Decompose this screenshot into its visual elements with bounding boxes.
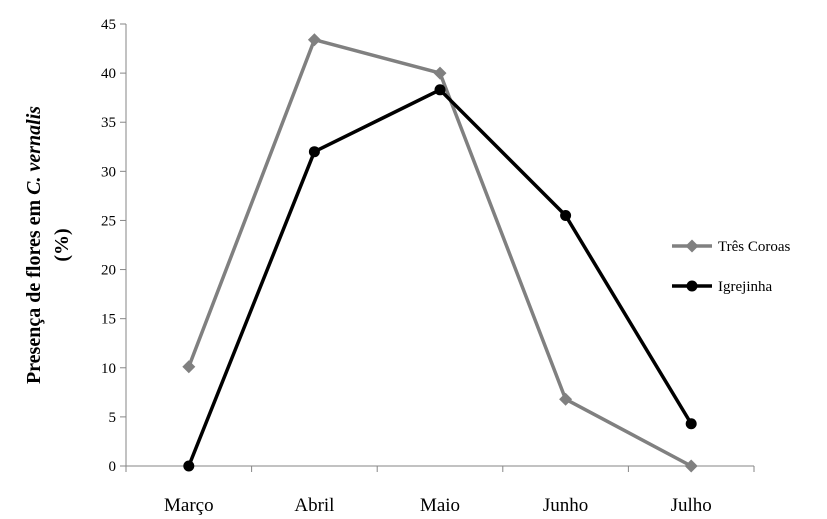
data-point [434, 84, 446, 96]
x-tick-label: Março [164, 495, 214, 516]
y-tick-label: 35 [101, 115, 116, 131]
legend-item: Três Coroas [672, 239, 791, 255]
data-point [308, 146, 320, 158]
y-axis-label: Presença de flores em C. vernalis [23, 106, 45, 384]
axes: 0 5 10 15 20 25 30 35 40 45 Março Abril Maio Junho Jul… [101, 17, 755, 516]
y-tick-label: 40 [101, 66, 116, 82]
y-axis-label-prefix: Presença de flores em [23, 195, 45, 384]
y-tick-label: 15 [101, 312, 116, 328]
legend-label: Igrejinha [718, 279, 772, 295]
data-point [685, 418, 697, 430]
data-point [433, 66, 447, 80]
data-point [684, 459, 698, 473]
y-tick-label: 20 [101, 263, 116, 279]
series-line [187, 88, 693, 467]
data-point [183, 460, 195, 472]
series-line [187, 37, 693, 468]
legend-swatch-marker [685, 239, 699, 253]
y-tick-label: 10 [101, 361, 116, 377]
x-tick-label: Abril [294, 495, 334, 516]
legend: Três Coroas Igrejinha [672, 239, 791, 295]
x-tick-label: Julho [671, 495, 712, 516]
y-axis-label-unit: (%) [51, 228, 73, 261]
legend-item: Igrejinha [672, 279, 772, 295]
data-point [559, 392, 573, 406]
data-point [307, 33, 321, 47]
data-point [182, 360, 196, 374]
y-tick-label: 30 [101, 164, 116, 180]
series-igrejinha [183, 84, 697, 472]
x-tick-label: Junho [543, 495, 588, 516]
series-tres-coroas [182, 33, 698, 473]
legend-label: Três Coroas [718, 239, 791, 255]
y-axis-label-species: C. vernalis [23, 106, 45, 195]
y-tick-label: 25 [101, 213, 116, 229]
data-point [560, 210, 572, 222]
x-tick-label: Maio [420, 495, 460, 516]
y-tick-label: 0 [109, 459, 117, 475]
series-layer [182, 33, 698, 473]
legend-swatch-marker [686, 280, 698, 292]
y-tick-label: 5 [109, 410, 117, 426]
y-tick-label: 45 [101, 17, 116, 33]
